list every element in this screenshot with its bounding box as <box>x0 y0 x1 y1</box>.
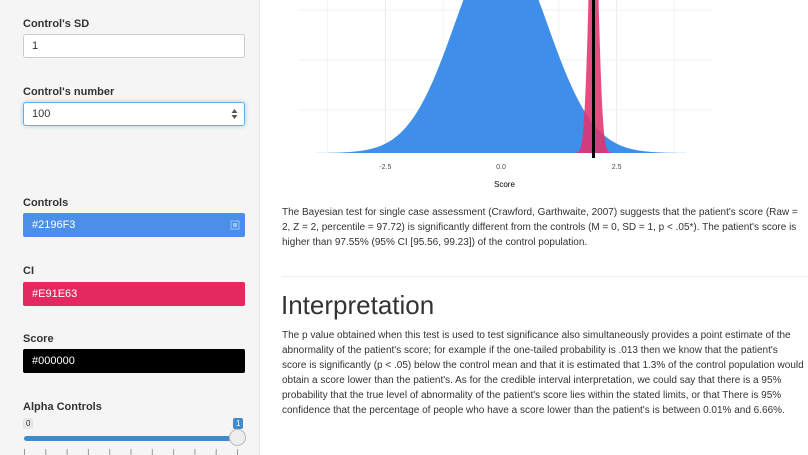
x-tick-label: 0.0 <box>496 164 506 171</box>
distribution-plot: -2.5 0.0 2.5 <box>298 0 712 171</box>
sidebar-panel: Control's SD 1 Control's number 100 Cont… <box>0 0 260 455</box>
color-picker-icon[interactable] <box>230 220 240 230</box>
ci-color-label: CI <box>23 265 34 277</box>
ci-color-value: #E91E63 <box>32 288 78 300</box>
alpha-controls-label: Alpha Controls <box>23 401 102 413</box>
score-color-label: Score <box>23 333 54 345</box>
interpretation-paragraph: The p value obtained when this test is u… <box>282 330 804 416</box>
controls-color-value: #2196F3 <box>32 219 76 231</box>
slider-min-badge: 0 <box>23 418 34 429</box>
controls-density-area <box>316 0 686 153</box>
controls-sd-input[interactable]: 1 <box>23 34 245 58</box>
x-tick-labels: -2.5 0.0 2.5 <box>379 164 621 171</box>
controls-number-label: Control's number <box>23 86 115 98</box>
result-paragraph: The Bayesian test for single case assess… <box>282 207 798 248</box>
alpha-slider-track[interactable] <box>24 436 238 441</box>
score-color-input[interactable]: #000000 <box>23 349 245 373</box>
x-tick-label: 2.5 <box>612 164 622 171</box>
score-color-value: #000000 <box>32 355 75 367</box>
controls-color-label: Controls <box>23 197 69 209</box>
controls-color-input[interactable]: #2196F3 <box>23 213 245 237</box>
controls-number-value: 100 <box>32 108 51 120</box>
slider-value-badge: 1 <box>233 418 244 429</box>
x-axis-title: Score <box>494 180 515 189</box>
spinner-arrows-icon[interactable] <box>231 108 238 120</box>
alpha-slider-handle[interactable] <box>229 429 246 446</box>
controls-sd-label: Control's SD <box>23 18 90 30</box>
slider-ticks <box>24 449 238 455</box>
interpretation-heading: Interpretation <box>281 290 435 320</box>
ci-color-input[interactable]: #E91E63 <box>23 282 245 306</box>
controls-number-input[interactable]: 100 <box>23 102 245 126</box>
section-divider <box>282 276 808 277</box>
x-tick-label: -2.5 <box>379 164 391 171</box>
